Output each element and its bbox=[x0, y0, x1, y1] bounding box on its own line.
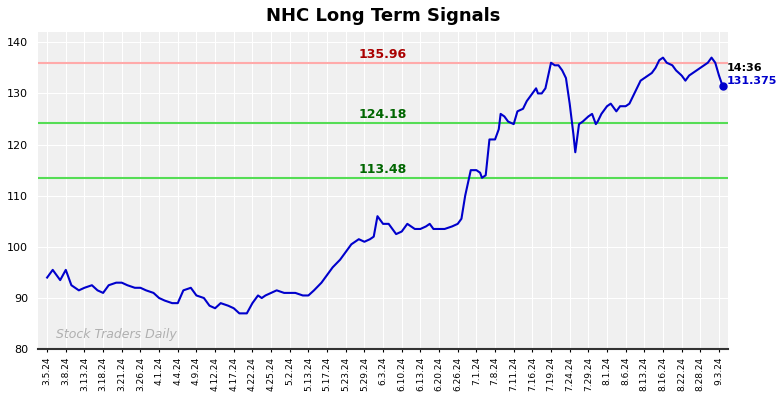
Text: 14:36: 14:36 bbox=[727, 64, 762, 74]
Text: Stock Traders Daily: Stock Traders Daily bbox=[56, 328, 177, 341]
Text: 124.18: 124.18 bbox=[359, 108, 407, 121]
Title: NHC Long Term Signals: NHC Long Term Signals bbox=[266, 7, 500, 25]
Text: 113.48: 113.48 bbox=[359, 163, 407, 176]
Text: 135.96: 135.96 bbox=[359, 48, 407, 61]
Text: 131.375: 131.375 bbox=[727, 76, 777, 86]
